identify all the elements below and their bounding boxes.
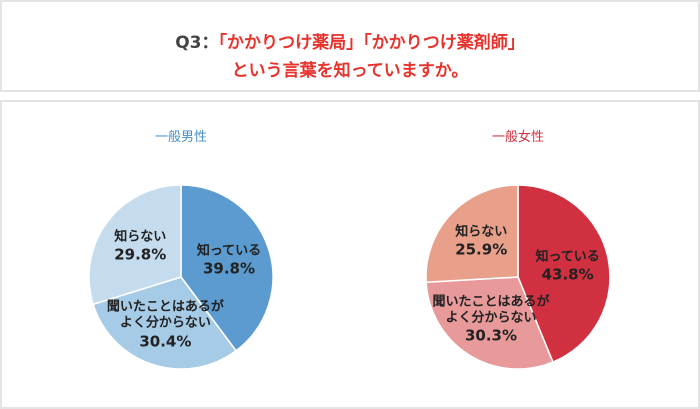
value-label: 30.4%	[139, 331, 192, 350]
pie-slice	[517, 184, 611, 364]
heading-prefix: Q3：	[175, 33, 219, 53]
slice-label: 知らない 29.8%	[80, 230, 200, 265]
category-label: 聞いたことはあるがよく分からない	[106, 299, 224, 331]
category-label: 知っている	[535, 249, 600, 265]
heading-line: Q3：「かかりつけ薬局」「かかりつけ薬剤師」	[0, 28, 700, 53]
pie-slice	[88, 184, 182, 306]
value-label: 25.9%	[455, 240, 508, 259]
value-label: 30.3%	[464, 326, 518, 345]
slice-label: 知っている 39.8%	[169, 244, 289, 279]
slice-label: 知っている 43.8%	[508, 250, 628, 285]
pie-slice	[92, 276, 238, 370]
pie-slice	[425, 276, 554, 370]
slice-label: 知らない 25.9%	[421, 225, 541, 260]
category-label: 知っている	[196, 243, 262, 259]
heading-text: という言葉を知っていますか。	[231, 61, 469, 81]
slice-label: 聞いたことはあるがよく分からない 30.3%	[431, 294, 551, 345]
pie-title: 一般男性	[155, 129, 207, 145]
category-label: 聞いたことはあるがよく分からない	[432, 294, 550, 326]
value-label: 39.8%	[202, 259, 256, 278]
header-box	[0, 0, 700, 92]
heading-text: 「かかりつけ薬局」「かかりつけ薬剤師」	[218, 33, 525, 53]
pie-slice	[180, 184, 274, 352]
pie-slice	[425, 184, 519, 283]
value-label: 29.8%	[114, 245, 167, 264]
slice-label: 聞いたことはあるがよく分からない 30.4%	[105, 299, 225, 350]
pie-title: 一般女性	[492, 129, 544, 145]
value-label: 43.8%	[541, 265, 594, 284]
category-label: 知らない	[114, 229, 167, 245]
category-label: 知らない	[455, 224, 508, 240]
